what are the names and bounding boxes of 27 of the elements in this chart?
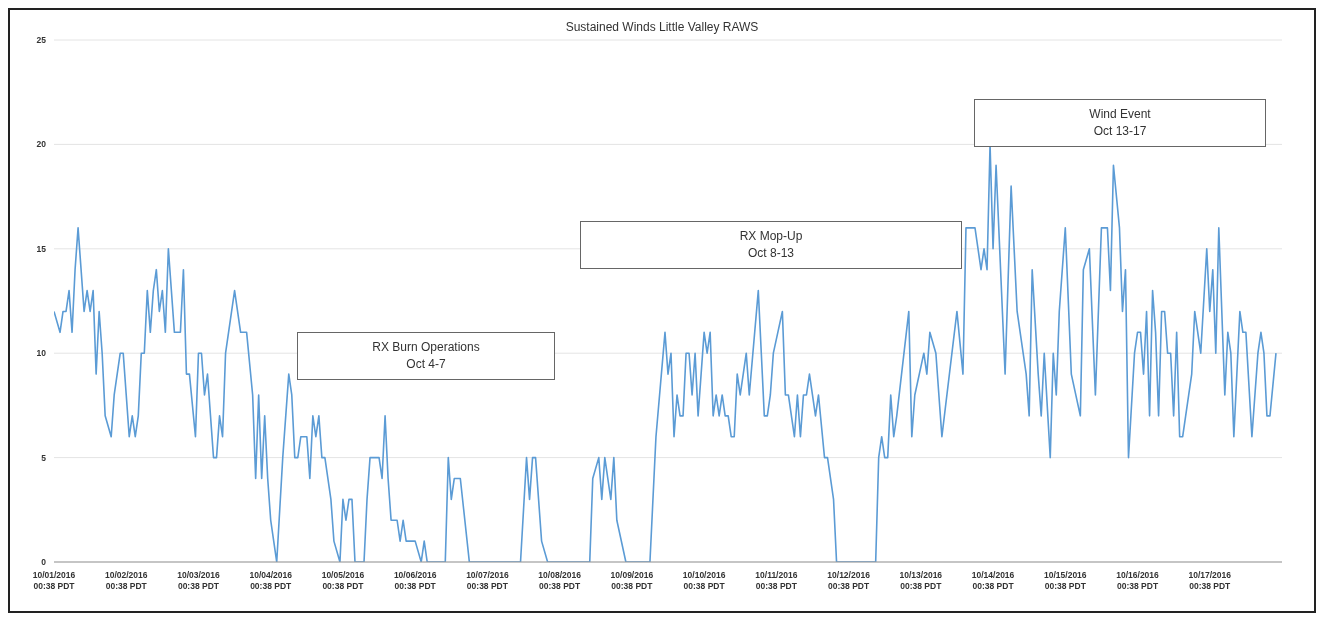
x-tick-label: 10/12/2016 00:38 PDT <box>827 570 871 591</box>
note-box: RX Mop-Up Oct 8-13 <box>580 221 962 269</box>
y-tick-label: 20 <box>36 139 47 150</box>
y-tick-label: 10 <box>36 348 47 359</box>
x-tick-label: 10/09/2016 00:38 PDT <box>610 570 654 591</box>
x-tick-label: 10/17/2016 00:38 PDT <box>1188 570 1232 591</box>
x-tick-label: 10/13/2016 00:38 PDT <box>899 570 943 591</box>
note-box: RX Burn Operations Oct 4-7 <box>297 332 555 380</box>
x-tick-label: 10/16/2016 00:38 PDT <box>1116 570 1160 591</box>
x-tick-label: 10/03/2016 00:38 PDT <box>177 570 221 591</box>
x-tick-label: 10/02/2016 00:38 PDT <box>104 570 148 591</box>
y-tick-label: 5 <box>41 452 47 463</box>
x-tick-label: 10/01/2016 00:38 PDT <box>32 570 76 591</box>
y-tick-label: 0 <box>41 557 47 568</box>
x-tick-label: 10/10/2016 00:38 PDT <box>682 570 726 591</box>
y-tick-label: 25 <box>36 35 47 46</box>
x-tick-label: 10/06/2016 00:38 PDT <box>393 570 437 591</box>
y-tick-label: 15 <box>36 243 47 254</box>
x-tick-label: 10/14/2016 00:38 PDT <box>971 570 1015 591</box>
note-box: Wind Event Oct 13-17 <box>974 99 1266 147</box>
x-tick-label: 10/05/2016 00:38 PDT <box>321 570 365 591</box>
x-tick-label: 10/11/2016 00:38 PDT <box>755 570 798 591</box>
x-tick-label: 10/04/2016 00:38 PDT <box>249 570 293 591</box>
x-tick-label: 10/15/2016 00:38 PDT <box>1044 570 1087 591</box>
x-tick-label: 10/08/2016 00:38 PDT <box>538 570 582 591</box>
x-tick-label: 10/07/2016 00:38 PDT <box>466 570 509 591</box>
chart-title: Sustained Winds Little Valley RAWS <box>564 20 760 34</box>
